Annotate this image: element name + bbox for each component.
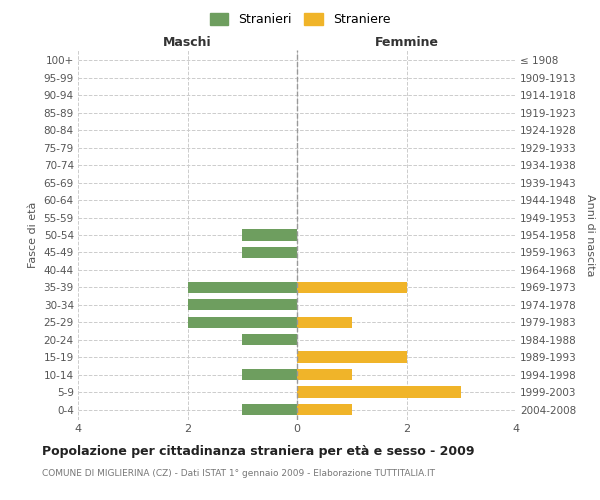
Y-axis label: Anni di nascita: Anni di nascita (585, 194, 595, 276)
Bar (187, 299, 297, 310)
Legend: Stranieri, Straniere: Stranieri, Straniere (203, 6, 397, 32)
Bar (242, 369, 297, 380)
Bar (297, 369, 352, 380)
Text: Maschi: Maschi (163, 36, 212, 49)
Bar (297, 352, 407, 363)
Bar (297, 386, 461, 398)
Text: Femmine: Femmine (374, 36, 439, 49)
Bar (297, 404, 352, 415)
Bar (242, 247, 297, 258)
Bar (187, 316, 297, 328)
Bar (297, 316, 352, 328)
Y-axis label: Fasce di età: Fasce di età (28, 202, 38, 268)
Bar (242, 404, 297, 415)
Text: Popolazione per cittadinanza straniera per età e sesso - 2009: Popolazione per cittadinanza straniera p… (42, 444, 475, 458)
Bar (242, 334, 297, 345)
Bar (242, 230, 297, 240)
Text: COMUNE DI MIGLIERINA (CZ) - Dati ISTAT 1° gennaio 2009 - Elaborazione TUTTITALIA: COMUNE DI MIGLIERINA (CZ) - Dati ISTAT 1… (42, 468, 435, 477)
Bar (297, 282, 407, 293)
Bar (187, 282, 297, 293)
